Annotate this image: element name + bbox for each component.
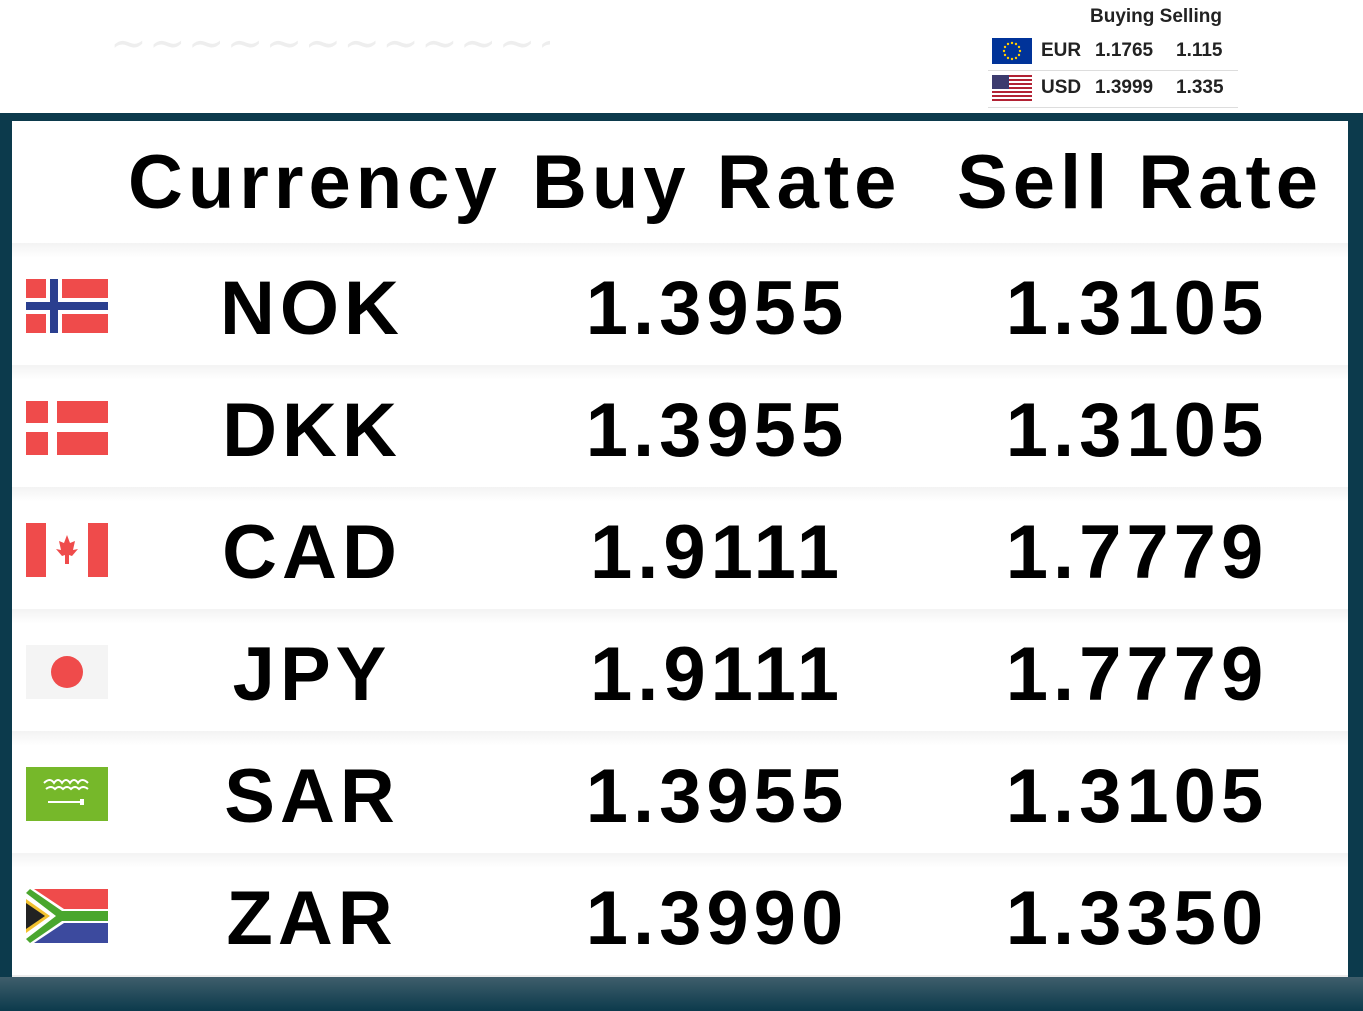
table-row: NOK 1.3955 1.3105 [12,243,1348,367]
ticker-row-usd: USD 1.3999 1.335 [988,71,1238,108]
table-row: CAD 1.9111 1.7779 [12,487,1348,611]
table-row: JPY 1.9111 1.7779 [12,609,1348,733]
buy-rate: 1.3990 [585,876,849,961]
ticker-code: EUR [1041,40,1082,61]
sell-rate: 1.3105 [1005,388,1269,473]
top-header: ~~~~~~~~~~~~~ Buying Selling EUR 1.1765 … [0,0,1363,113]
rates-board: Currency Buy Rate Sell Rate NOK 1.3955 1… [0,113,1363,1011]
buy-rate: 1.9111 [589,632,845,717]
buy-rate: 1.3955 [585,388,849,473]
currency-code: SAR [224,754,400,839]
currency-code: JPY [232,632,392,717]
table-row: DKK 1.3955 1.3105 [12,365,1348,489]
buy-rate: 1.9111 [589,510,845,595]
rates-panel: Currency Buy Rate Sell Rate NOK 1.3955 1… [12,121,1348,977]
japan-flag-icon [26,645,108,699]
currency-code: CAD [222,510,402,595]
header-currency: Currency [128,140,502,225]
norway-flag-icon [26,279,108,333]
ticker-code: USD [1041,77,1082,98]
sell-rate: 1.3105 [1005,266,1269,351]
sell-rate: 1.3105 [1005,754,1269,839]
ticker-sell: 1.115 [1176,40,1223,61]
ticker-row-eur: EUR 1.1765 1.115 [988,34,1238,71]
ticker-header: Buying Selling [1090,6,1222,27]
table-row: SAR 1.3955 1.3105 [12,731,1348,855]
us-flag-icon [992,75,1032,101]
currency-code: NOK [220,266,404,351]
ticker-buy: 1.3999 [1095,77,1154,98]
buy-rate: 1.3955 [585,266,849,351]
header-sell-rate: Sell Rate [957,140,1324,225]
table-header: Currency Buy Rate Sell Rate [12,121,1348,244]
saudi-arabia-flag-icon [26,767,108,821]
faded-logo: ~~~~~~~~~~~~~ [110,18,550,69]
currency-code: DKK [222,388,402,473]
sell-rate: 1.3350 [1005,876,1269,961]
south-africa-flag-icon [26,889,108,943]
ticker-sell: 1.335 [1176,77,1224,98]
table-row: ZAR 1.3990 1.3350 [12,853,1348,977]
sell-rate: 1.7779 [1005,632,1269,717]
header-buy-rate: Buy Rate [532,140,902,225]
buy-rate: 1.3955 [585,754,849,839]
denmark-flag-icon [26,401,108,455]
eu-flag-icon [992,38,1032,64]
sell-rate: 1.7779 [1005,510,1269,595]
board-bottom-edge [0,977,1363,1011]
canada-flag-icon [26,523,108,577]
ticker-buy: 1.1765 [1095,40,1154,61]
currency-code: ZAR [226,876,398,961]
